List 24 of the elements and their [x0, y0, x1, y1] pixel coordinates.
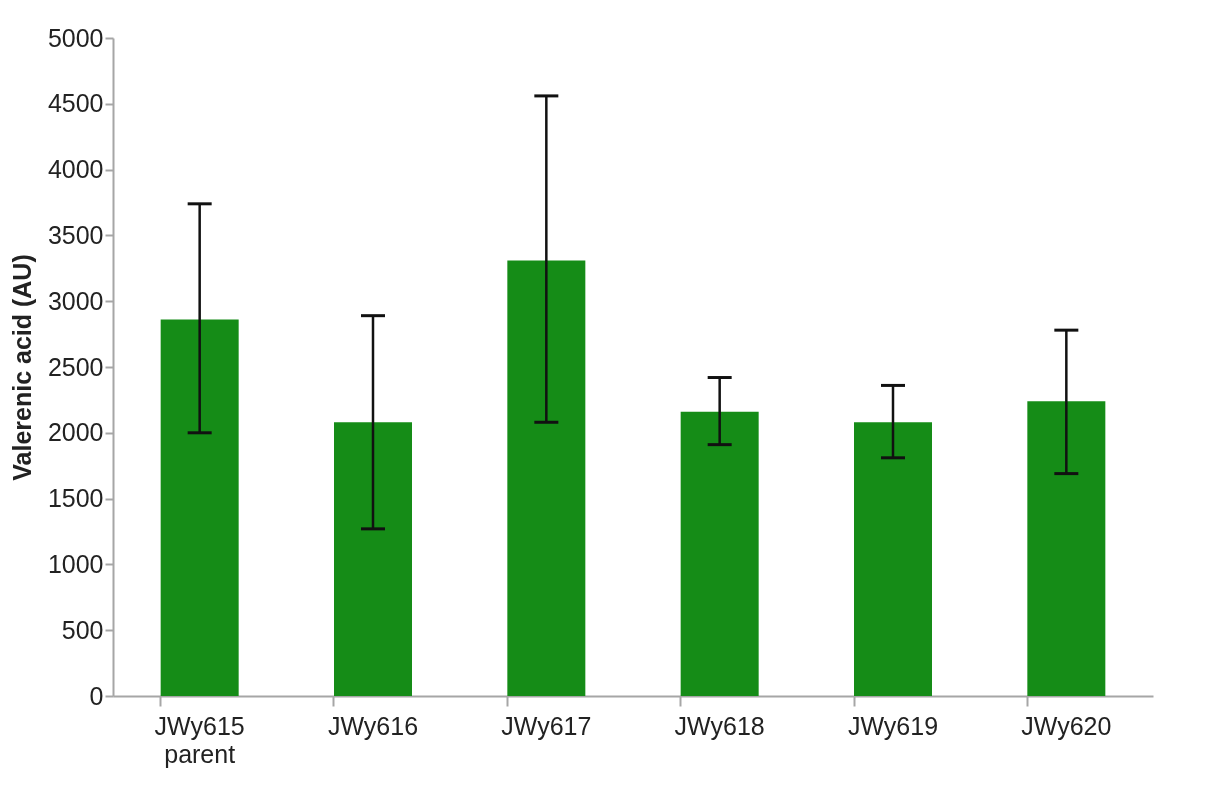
- x-tick-label: JWy618: [674, 711, 765, 740]
- y-tick-label: 3500: [47, 220, 104, 249]
- y-axis-title: Valerenic acid (AU): [7, 254, 36, 481]
- y-tick-label: 4000: [47, 155, 104, 184]
- x-tick-label: JWy616: [327, 711, 419, 740]
- y-tick-label: 2000: [47, 418, 104, 447]
- bar: [507, 260, 586, 696]
- y-tick-label: 500: [61, 615, 104, 644]
- y-tick-label: 1000: [47, 549, 104, 578]
- bar: [1027, 401, 1106, 696]
- bar: [160, 319, 239, 696]
- x-tick-label: JWy615 parent: [154, 711, 245, 768]
- x-tick-label: JWy620: [1021, 711, 1112, 740]
- y-tick-label: 0: [89, 681, 104, 710]
- y-tick-label: 5000: [47, 23, 104, 52]
- y-tick-label: 1500: [47, 484, 104, 513]
- bar: [854, 422, 932, 696]
- y-tick-label: 3000: [47, 286, 104, 315]
- bar: [680, 411, 759, 696]
- y-tick-label: 4500: [47, 89, 104, 118]
- x-tick-label: JWy617: [501, 711, 592, 740]
- x-tick-label: JWy619: [847, 711, 939, 740]
- bar: [334, 422, 412, 696]
- y-tick-label: 2500: [47, 352, 104, 381]
